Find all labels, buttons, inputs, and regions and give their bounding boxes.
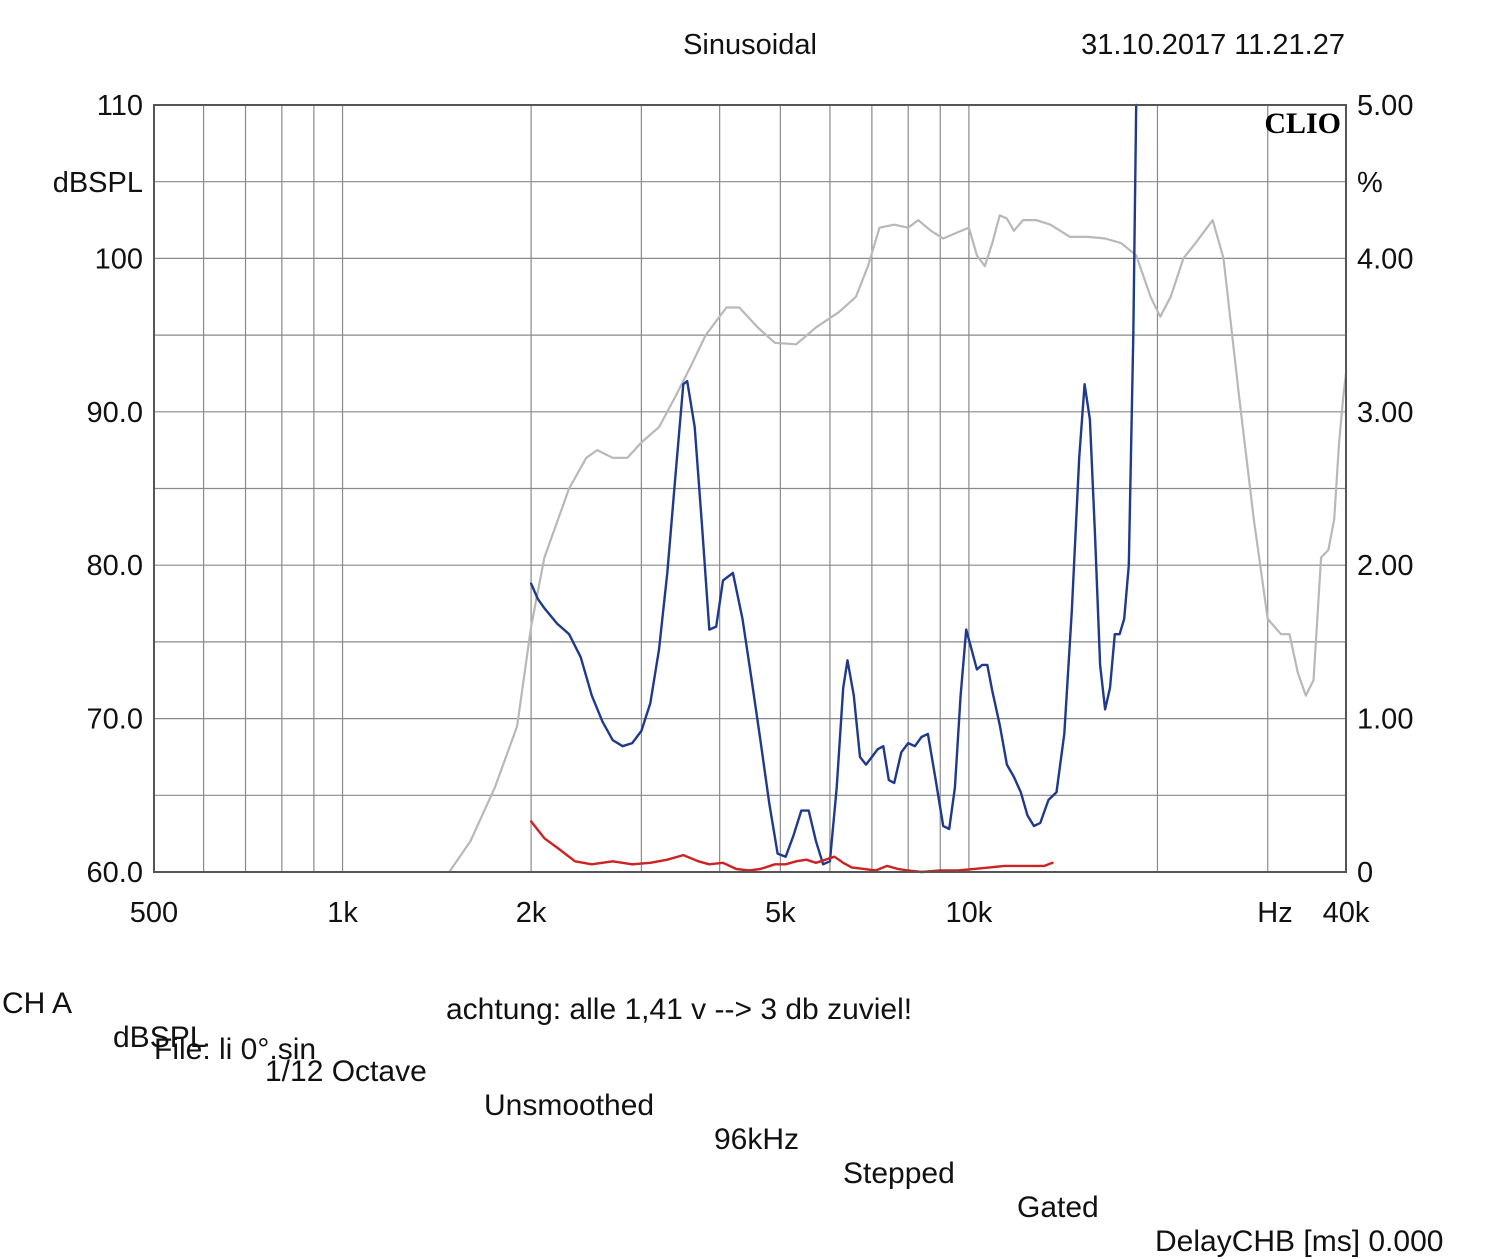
footer-smoothing: Unsmoothed bbox=[484, 1089, 655, 1122]
right-y-tick-label: 1.00 bbox=[1357, 704, 1413, 736]
right-y-tick-label: 4.00 bbox=[1357, 243, 1413, 275]
left-axis-unit: dBSPL bbox=[53, 167, 143, 199]
x-tick-label: 500 bbox=[130, 897, 178, 929]
measurement-file: File: li 0°.sin bbox=[154, 1033, 317, 1066]
footer-stepped: Stepped bbox=[843, 1157, 955, 1190]
footer-unit: dBSPL bbox=[113, 1021, 207, 1054]
measurement-note: achtung: alle 1,41 v --> 3 db zuviel! bbox=[446, 993, 913, 1026]
right-y-tick-label: 0 bbox=[1357, 857, 1373, 889]
left-y-tick-label: 90.0 bbox=[87, 397, 143, 429]
right-y-tick-label: 5.00 bbox=[1357, 90, 1413, 122]
x-tick-label: 5k bbox=[765, 897, 796, 929]
x-tick-label: 1k bbox=[327, 897, 358, 929]
footer-resolution: 1/12 Octave bbox=[265, 1055, 427, 1088]
series-line-1 bbox=[448, 214, 1348, 874]
left-y-tick-label: 80.0 bbox=[87, 550, 143, 582]
chart-datetime-label: 31.10.2017 11.21.27 bbox=[1081, 29, 1345, 61]
left-y-tick-label: 70.0 bbox=[87, 704, 143, 736]
series-layer bbox=[448, 103, 1348, 874]
plot-frame bbox=[153, 104, 1347, 873]
left-y-tick-label: 110 bbox=[97, 90, 143, 122]
chart-mode-label: Sinusoidal bbox=[683, 29, 817, 61]
x-tick-label: 2k bbox=[516, 897, 547, 929]
clio-brand-logo: CLIO bbox=[1264, 107, 1341, 140]
footer-gated: Gated bbox=[1017, 1191, 1099, 1224]
left-y-tick-label: 60.0 bbox=[87, 857, 143, 889]
right-y-tick-label: 2.00 bbox=[1357, 550, 1413, 582]
frequency-response-chart: 500 1k 2k 5k 10k 40k 110 100 90.0 80.0 70.0 60.0 5.0… bbox=[53, 29, 1414, 929]
footer-samplerate: 96kHz bbox=[714, 1123, 800, 1156]
series-line-2 bbox=[529, 103, 1138, 866]
right-y-tick-label: 3.00 bbox=[1357, 397, 1413, 429]
series-line-3 bbox=[529, 820, 1054, 874]
right-axis-unit: % bbox=[1357, 167, 1383, 199]
footer-channel: CH A bbox=[2, 987, 73, 1020]
left-y-tick-label: 100 bbox=[95, 243, 143, 275]
x-axis-unit: Hz bbox=[1257, 897, 1292, 929]
x-tick-label: 10k bbox=[946, 897, 993, 929]
measurement-settings-line: CH A dBSPL 1/12 Octave Unsmoothed 96kHz … bbox=[0, 953, 1500, 1258]
axis-labels: 500 1k 2k 5k 10k 40k 110 100 90.0 80.0 70.0 60.0 5.0… bbox=[87, 90, 1414, 929]
x-tick-label: 40k bbox=[1323, 897, 1370, 929]
footer-delay: DelayCHB [ms] 0.000 bbox=[1155, 1225, 1444, 1258]
plot-grid bbox=[154, 105, 1346, 872]
